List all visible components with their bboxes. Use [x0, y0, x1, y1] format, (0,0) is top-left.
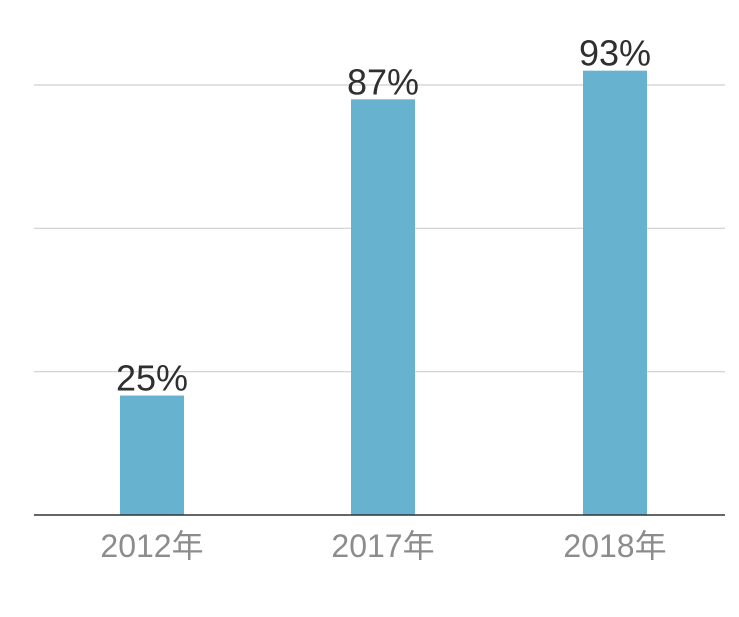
- bar-value-label: 25%: [116, 358, 188, 399]
- data-labels: 25% 87% 93%: [116, 33, 651, 399]
- bar: [583, 70, 647, 516]
- x-tick-labels: 2012年 2017年 2018年: [100, 528, 666, 564]
- x-tick-label: 2017年: [331, 528, 434, 564]
- bar-value-label: 93%: [579, 33, 651, 74]
- bar-value-label: 87%: [347, 61, 419, 102]
- bar: [120, 395, 184, 515]
- x-tick-label: 2018年: [563, 528, 666, 564]
- bar: [351, 99, 415, 515]
- bars: [120, 70, 647, 516]
- x-tick-label: 2012年: [100, 528, 203, 564]
